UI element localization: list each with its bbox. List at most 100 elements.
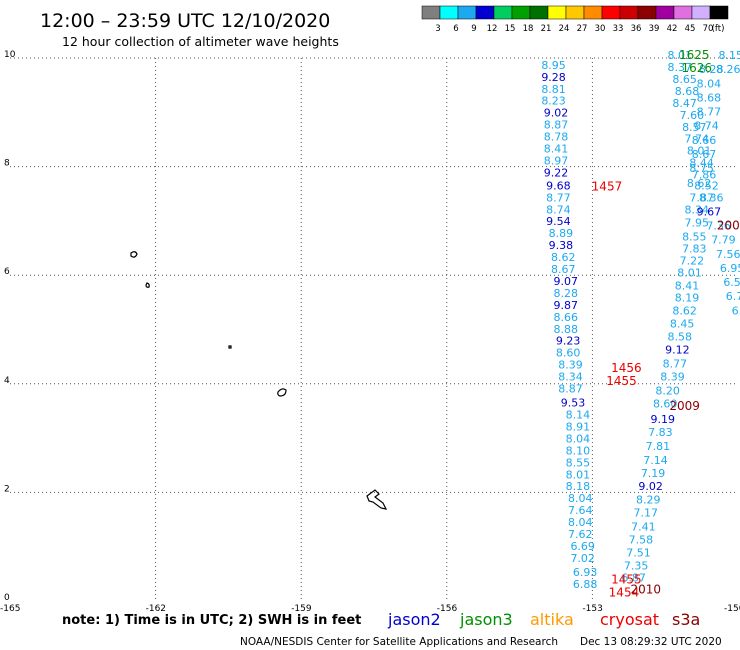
wave-height-label: 8.01 bbox=[687, 145, 712, 158]
legend-swatch bbox=[673, 5, 693, 20]
wave-height-label: 8.81 bbox=[541, 83, 566, 96]
wave-height-label: 8.58 bbox=[668, 330, 693, 343]
x-tick-label: -153 bbox=[582, 604, 602, 614]
wave-height-label: 8.04 bbox=[568, 516, 593, 529]
wave-height-label: 8.41 bbox=[675, 279, 700, 292]
wave-height-label: 7.58 bbox=[629, 533, 654, 546]
x-tick-label: -150 bbox=[724, 604, 740, 614]
time-label: 1625 bbox=[679, 48, 710, 62]
wave-height-label: 6.87 bbox=[621, 571, 646, 584]
wave-height-label: 8.20 bbox=[655, 385, 680, 398]
satellite-name: altika bbox=[530, 610, 574, 629]
wave-height-label: 8.37 bbox=[668, 61, 693, 74]
time-label: 200 bbox=[717, 219, 740, 233]
legend-bin-label: 15 bbox=[505, 24, 516, 34]
wave-height-label: 7.64 bbox=[568, 504, 593, 517]
axis-ticks: -165 -162 -159 -156 -153 -150 0 2 4 6 8 10 bbox=[0, 50, 740, 614]
wave-height-label: 8.74 bbox=[546, 203, 571, 216]
wave-height-label: 7.02 bbox=[570, 552, 595, 565]
wave-height-label: 8.28 bbox=[699, 63, 724, 76]
island-outline bbox=[228, 345, 232, 349]
wave-height-label: 8.01 bbox=[677, 266, 702, 279]
time-label: 1626 bbox=[681, 61, 712, 75]
legend-swatch bbox=[637, 5, 657, 20]
legend-bin-label: 30 bbox=[595, 24, 606, 34]
wave-height-label: 8.67 bbox=[551, 263, 576, 276]
legend-bin-label: 6 bbox=[453, 24, 458, 34]
wave-height-label: 7.62 bbox=[568, 528, 593, 541]
wave-height-label: 8.78 bbox=[544, 131, 569, 144]
legend-swatch bbox=[511, 5, 531, 20]
wave-height-label: 8.18 bbox=[566, 480, 591, 493]
wave-height-label: 7.56 bbox=[716, 248, 740, 261]
wave-height-label: 9.68 bbox=[546, 179, 571, 192]
time-label: 1455 bbox=[611, 573, 642, 587]
wave-height-label: 8.68 bbox=[697, 91, 722, 104]
legend-bin-label: 27 bbox=[577, 24, 588, 34]
wave-height-label: 9.38 bbox=[549, 239, 574, 252]
legend-swatch bbox=[691, 5, 711, 20]
wave-height-label: 8.77 bbox=[663, 358, 688, 371]
wave-height-label: 7.35 bbox=[624, 560, 649, 573]
wave-height-label: 8.89 bbox=[549, 227, 574, 240]
wave-height-label: 8.74 bbox=[694, 120, 719, 133]
wave-height-label: 9.54 bbox=[546, 215, 571, 228]
y-tick-label: 6 bbox=[4, 267, 10, 277]
wave-height-label: 8.39 bbox=[660, 371, 685, 384]
legend-swatch bbox=[475, 5, 495, 20]
wave-height-label: 6.88 bbox=[573, 578, 598, 591]
wave-height-label: 8.01 bbox=[566, 468, 591, 481]
satellite-name: jason2 bbox=[387, 610, 441, 629]
wave-height-label: 9.19 bbox=[651, 413, 676, 426]
legend-bin-label: 70 bbox=[703, 24, 714, 34]
legend-swatch bbox=[529, 5, 549, 20]
wave-height-label: 9.12 bbox=[665, 343, 690, 356]
wave-height-label: 7.51 bbox=[626, 546, 651, 559]
wave-height-label: 8.60 bbox=[653, 398, 678, 411]
legend-bin-label: 3 bbox=[435, 24, 440, 34]
legend-swatch bbox=[547, 5, 567, 20]
wave-height-label: 8.26 bbox=[716, 63, 740, 76]
wave-height-label: 7.83 bbox=[682, 242, 707, 255]
chart-subtitle: 12 hour collection of altimeter wave hei… bbox=[62, 34, 339, 49]
wave-height-label: 8.47 bbox=[672, 97, 697, 110]
wave-height-label: 8.87 bbox=[544, 119, 569, 132]
wave-height-label: 9.02 bbox=[544, 107, 569, 120]
wave-height-label: 8.28 bbox=[553, 287, 578, 300]
legend-bin-label: 42 bbox=[667, 24, 678, 34]
wave-height-label: 9.07 bbox=[553, 275, 578, 288]
legend-swatch bbox=[619, 5, 639, 20]
wave-height-label: 6.69 bbox=[570, 540, 595, 553]
wave-height-label: 9.87 bbox=[553, 299, 578, 312]
wave-height-label: 7.83 bbox=[648, 426, 673, 439]
legend-bin-label: 33 bbox=[613, 24, 624, 34]
wave-height-label: 6.71 bbox=[726, 290, 740, 303]
wave-height-label: 8.62 bbox=[687, 177, 712, 190]
wave-height-label: 8.34 bbox=[684, 203, 709, 216]
time-label: 2010 bbox=[631, 582, 662, 596]
wave-height-label: 8.55 bbox=[682, 230, 707, 243]
wave-height-label: 9.67 bbox=[697, 205, 722, 218]
legend-bin-label: 45 bbox=[685, 24, 696, 34]
wave-height-label: 8.04 bbox=[697, 77, 722, 90]
wave-height-label: 7.36 bbox=[706, 220, 731, 233]
wave-height-label: 8.41 bbox=[544, 142, 569, 155]
wave-height-label: 8.68 bbox=[675, 85, 700, 98]
wave-height-label: 8.23 bbox=[541, 95, 566, 108]
wave-height-label: 7.41 bbox=[631, 520, 656, 533]
island-outline bbox=[277, 388, 287, 397]
wave-height-label: 8.57 bbox=[682, 121, 707, 134]
wave-height-label: 8.04 bbox=[566, 432, 591, 445]
satellite-legend: jason2 jason3 altika cryosat s3a bbox=[387, 610, 700, 629]
wave-height-label: 8.62 bbox=[551, 251, 576, 264]
satellite-name: jason3 bbox=[459, 610, 513, 629]
wave-height-label: 8.52 bbox=[694, 179, 719, 192]
wave-height-label: 8.15 bbox=[718, 49, 740, 62]
time-label: 1454 bbox=[609, 586, 640, 600]
satellite-name: s3a bbox=[672, 610, 700, 629]
wave-height-label: 8.29 bbox=[636, 493, 661, 506]
legend-swatch bbox=[565, 5, 585, 20]
wave-height-label: 8.77 bbox=[697, 106, 722, 119]
legend-swatch bbox=[583, 5, 603, 20]
